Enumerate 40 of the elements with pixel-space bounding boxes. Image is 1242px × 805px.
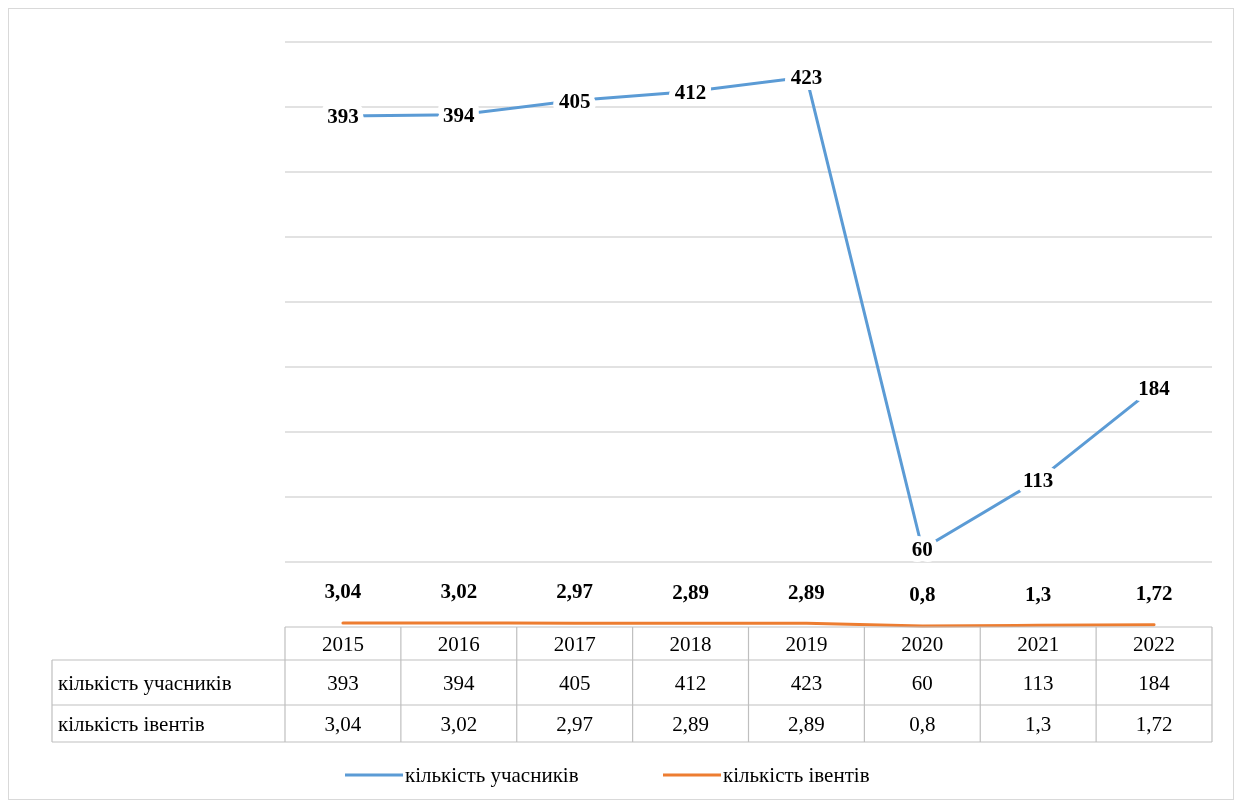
text: 2,89	[672, 579, 709, 604]
data-label: 2,97	[556, 711, 594, 736]
text: кількість івентів	[58, 711, 205, 736]
data-label: 393	[327, 670, 359, 695]
data-label: 184	[1138, 670, 1171, 695]
x-tick-label: 2021	[1017, 631, 1060, 656]
data-label: 0,8	[909, 711, 936, 736]
text: 3,02	[440, 579, 478, 604]
data-label: 113	[1022, 670, 1054, 695]
text: 0,8	[909, 582, 936, 607]
text: 1,3	[1025, 581, 1052, 606]
data-label: 2,89	[672, 711, 709, 736]
text: 423	[790, 65, 823, 90]
text: 3,04	[324, 579, 362, 604]
x-tick-label: 2016	[437, 631, 480, 656]
text: кількість учасників	[58, 670, 232, 695]
text: 1,72	[1135, 581, 1173, 606]
x-tick-label: 2020	[901, 631, 944, 656]
data-label: 423	[790, 670, 823, 695]
data-label: 60	[911, 670, 933, 695]
data-label: 3,02	[440, 711, 478, 736]
x-tick-label: 2018	[669, 631, 712, 656]
data-label: 2,89	[788, 711, 825, 736]
data-label: 1,72	[1135, 711, 1173, 736]
x-tick-label: 2015	[321, 631, 364, 656]
data-label: 412	[674, 670, 707, 695]
text: 60	[911, 537, 933, 562]
data-label: 1,3	[1025, 711, 1052, 736]
legend-label: кількість івентів	[723, 763, 870, 788]
text: 2,97	[556, 579, 594, 604]
data-label: 405	[558, 670, 591, 695]
text: 393	[327, 104, 359, 129]
text: 2,89	[788, 579, 825, 604]
data-label: 3,04	[324, 711, 362, 736]
legend-label: кількість учасників	[405, 763, 579, 788]
x-tick-label: 2019	[785, 631, 828, 656]
x-tick-label: 2022	[1133, 631, 1176, 656]
text: 184	[1138, 376, 1170, 401]
data-label: 394	[443, 670, 476, 695]
x-tick-label: 2017	[553, 631, 596, 656]
